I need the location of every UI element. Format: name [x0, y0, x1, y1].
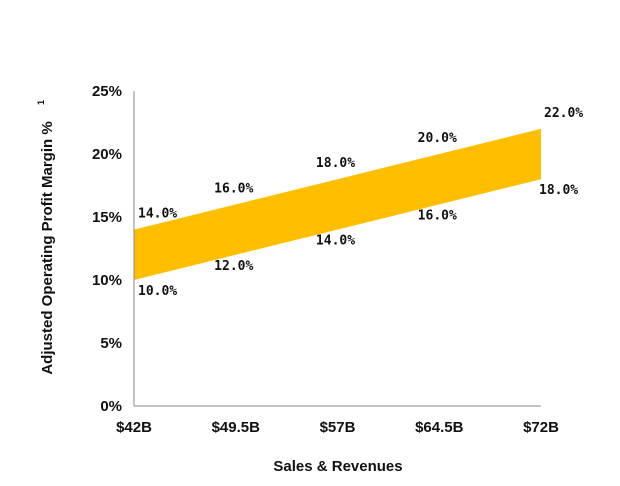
- y-axis-title-group: Adjusted Operating Profit Margin %: [39, 121, 56, 374]
- y-tick-label: 0%: [100, 398, 122, 415]
- lower-value-label: 12.0%: [214, 259, 253, 274]
- y-tick-label: 10%: [92, 272, 122, 289]
- lower-value-label: 18.0%: [539, 183, 578, 198]
- x-tick-label: $72B: [523, 419, 559, 436]
- upper-value-label: 14.0%: [138, 207, 177, 222]
- upper-value-label: 16.0%: [214, 181, 253, 196]
- y-axis-title: Adjusted Operating Profit Margin %: [39, 121, 56, 374]
- x-axis-title: Sales & Revenues: [273, 458, 402, 475]
- x-tick-label: $49.5B: [212, 419, 261, 436]
- y-tick-label: 25%: [92, 83, 122, 100]
- upper-value-label: 20.0%: [418, 131, 457, 146]
- upper-value-label: 22.0%: [544, 106, 583, 121]
- lower-value-label: 10.0%: [138, 284, 177, 299]
- upper-value-label: 18.0%: [316, 156, 355, 171]
- y-tick-label: 15%: [92, 209, 122, 226]
- y-tick-label: 20%: [92, 146, 122, 163]
- y-axis-title-superscript: 1: [36, 100, 46, 105]
- x-tick-label: $64.5B: [415, 419, 464, 436]
- x-tick-label: $57B: [320, 419, 356, 436]
- x-ticks: $42B $49.5B $57B $64.5B $72B: [116, 419, 559, 436]
- x-tick-label: $42B: [116, 419, 152, 436]
- y-tick-label: 5%: [100, 335, 122, 352]
- y-ticks: 0% 5% 10% 15% 20% 25%: [92, 83, 122, 415]
- band-layer: [134, 128, 541, 280]
- lower-value-label: 16.0%: [418, 208, 457, 223]
- data-labels: 14.0% 10.0% 16.0% 12.0% 18.0% 14.0% 20.0% 16.0%…: [138, 106, 583, 299]
- lower-value-label: 14.0%: [316, 234, 355, 249]
- margin-band: [134, 128, 541, 280]
